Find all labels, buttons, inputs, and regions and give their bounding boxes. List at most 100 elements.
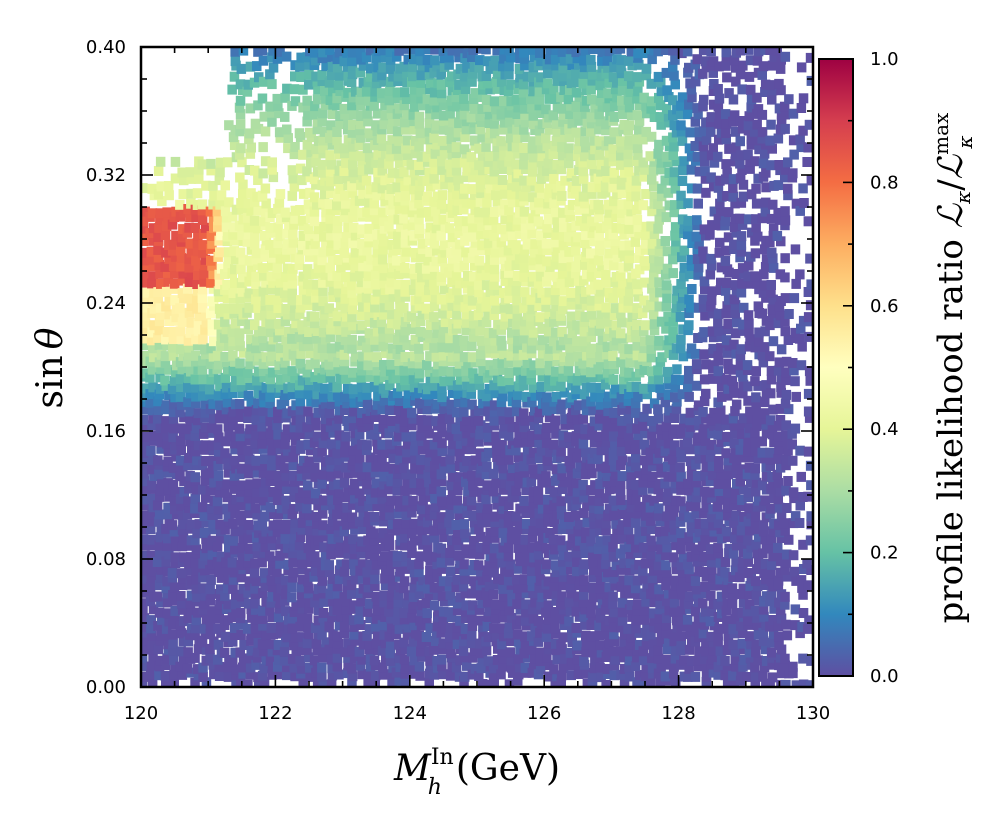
data-point	[325, 366, 336, 377]
data-point	[176, 646, 186, 657]
data-point	[332, 62, 343, 73]
data-point	[393, 525, 403, 536]
data-point	[518, 349, 529, 360]
data-point	[321, 422, 331, 433]
data-point	[385, 151, 395, 162]
data-point	[372, 605, 383, 616]
data-point	[156, 630, 166, 641]
data-point	[294, 253, 305, 264]
data-point	[235, 408, 246, 418]
data-point	[342, 416, 352, 426]
data-point	[511, 319, 522, 330]
data-point	[423, 191, 433, 202]
data-point	[587, 228, 597, 238]
data-point	[340, 438, 350, 448]
data-point	[238, 189, 248, 200]
data-point	[236, 515, 247, 526]
data-point	[200, 492, 211, 503]
data-point	[298, 341, 309, 352]
data-point	[399, 332, 409, 343]
data-point	[424, 285, 434, 296]
data-point	[244, 255, 255, 266]
data-point	[550, 375, 560, 386]
data-point	[504, 605, 515, 616]
data-point	[243, 390, 254, 401]
data-point	[170, 558, 181, 568]
data-point	[303, 406, 313, 417]
data-point	[386, 623, 397, 634]
data-point	[310, 551, 320, 562]
data-point	[436, 272, 447, 282]
data-point	[257, 519, 268, 530]
data-point	[573, 526, 583, 537]
data-point	[461, 124, 472, 135]
data-point	[582, 452, 592, 463]
data-point	[358, 261, 368, 272]
data-point	[272, 263, 283, 273]
data-point	[590, 102, 600, 113]
data-point	[410, 334, 421, 345]
data-point	[333, 526, 344, 537]
data-point	[410, 248, 420, 258]
data-point	[385, 366, 396, 377]
data-point	[581, 286, 591, 297]
data-point	[302, 463, 313, 473]
data-point	[177, 167, 187, 178]
data-point	[216, 405, 226, 416]
data-point	[625, 286, 635, 297]
data-point	[489, 365, 499, 376]
data-point	[245, 359, 255, 370]
data-point	[462, 165, 472, 176]
data-point	[571, 261, 581, 272]
data-point	[207, 325, 218, 336]
data-point	[580, 619, 590, 630]
data-point	[363, 678, 373, 687]
data-point	[559, 565, 569, 576]
data-point	[461, 197, 472, 208]
data-point	[565, 519, 575, 530]
data-point	[155, 491, 165, 502]
data-point	[541, 104, 551, 115]
data-point	[624, 389, 634, 399]
data-point	[415, 279, 425, 290]
data-point	[616, 357, 626, 368]
data-point	[163, 446, 174, 456]
data-point	[171, 312, 181, 323]
data-point	[223, 256, 234, 266]
data-point	[518, 374, 529, 385]
data-point	[370, 86, 380, 97]
data-point	[183, 460, 193, 471]
data-point	[230, 647, 240, 658]
data-point	[505, 445, 515, 456]
data-point	[429, 173, 439, 184]
data-point	[191, 583, 201, 594]
data-point	[504, 69, 514, 80]
data-point	[160, 670, 171, 681]
data-point	[355, 397, 366, 408]
data-point	[616, 55, 626, 66]
data-point	[402, 150, 413, 160]
data-point	[311, 420, 321, 431]
data-point	[490, 511, 500, 522]
data-point	[317, 255, 327, 266]
data-point	[625, 558, 636, 568]
data-point	[527, 430, 537, 441]
data-point	[489, 310, 500, 320]
data-point	[252, 467, 263, 478]
data-point	[373, 239, 383, 250]
data-point	[400, 380, 411, 391]
data-point	[357, 559, 368, 570]
data-point	[213, 286, 224, 297]
data-point	[168, 407, 179, 418]
data-point	[185, 470, 195, 481]
data-point	[438, 616, 449, 626]
data-point	[141, 540, 150, 551]
data-point	[164, 364, 174, 375]
data-point	[504, 679, 515, 687]
data-point	[415, 316, 426, 326]
data-point	[470, 260, 480, 271]
data-point	[504, 622, 515, 633]
data-point	[281, 470, 291, 481]
data-point	[249, 77, 260, 88]
data-point	[476, 648, 486, 659]
